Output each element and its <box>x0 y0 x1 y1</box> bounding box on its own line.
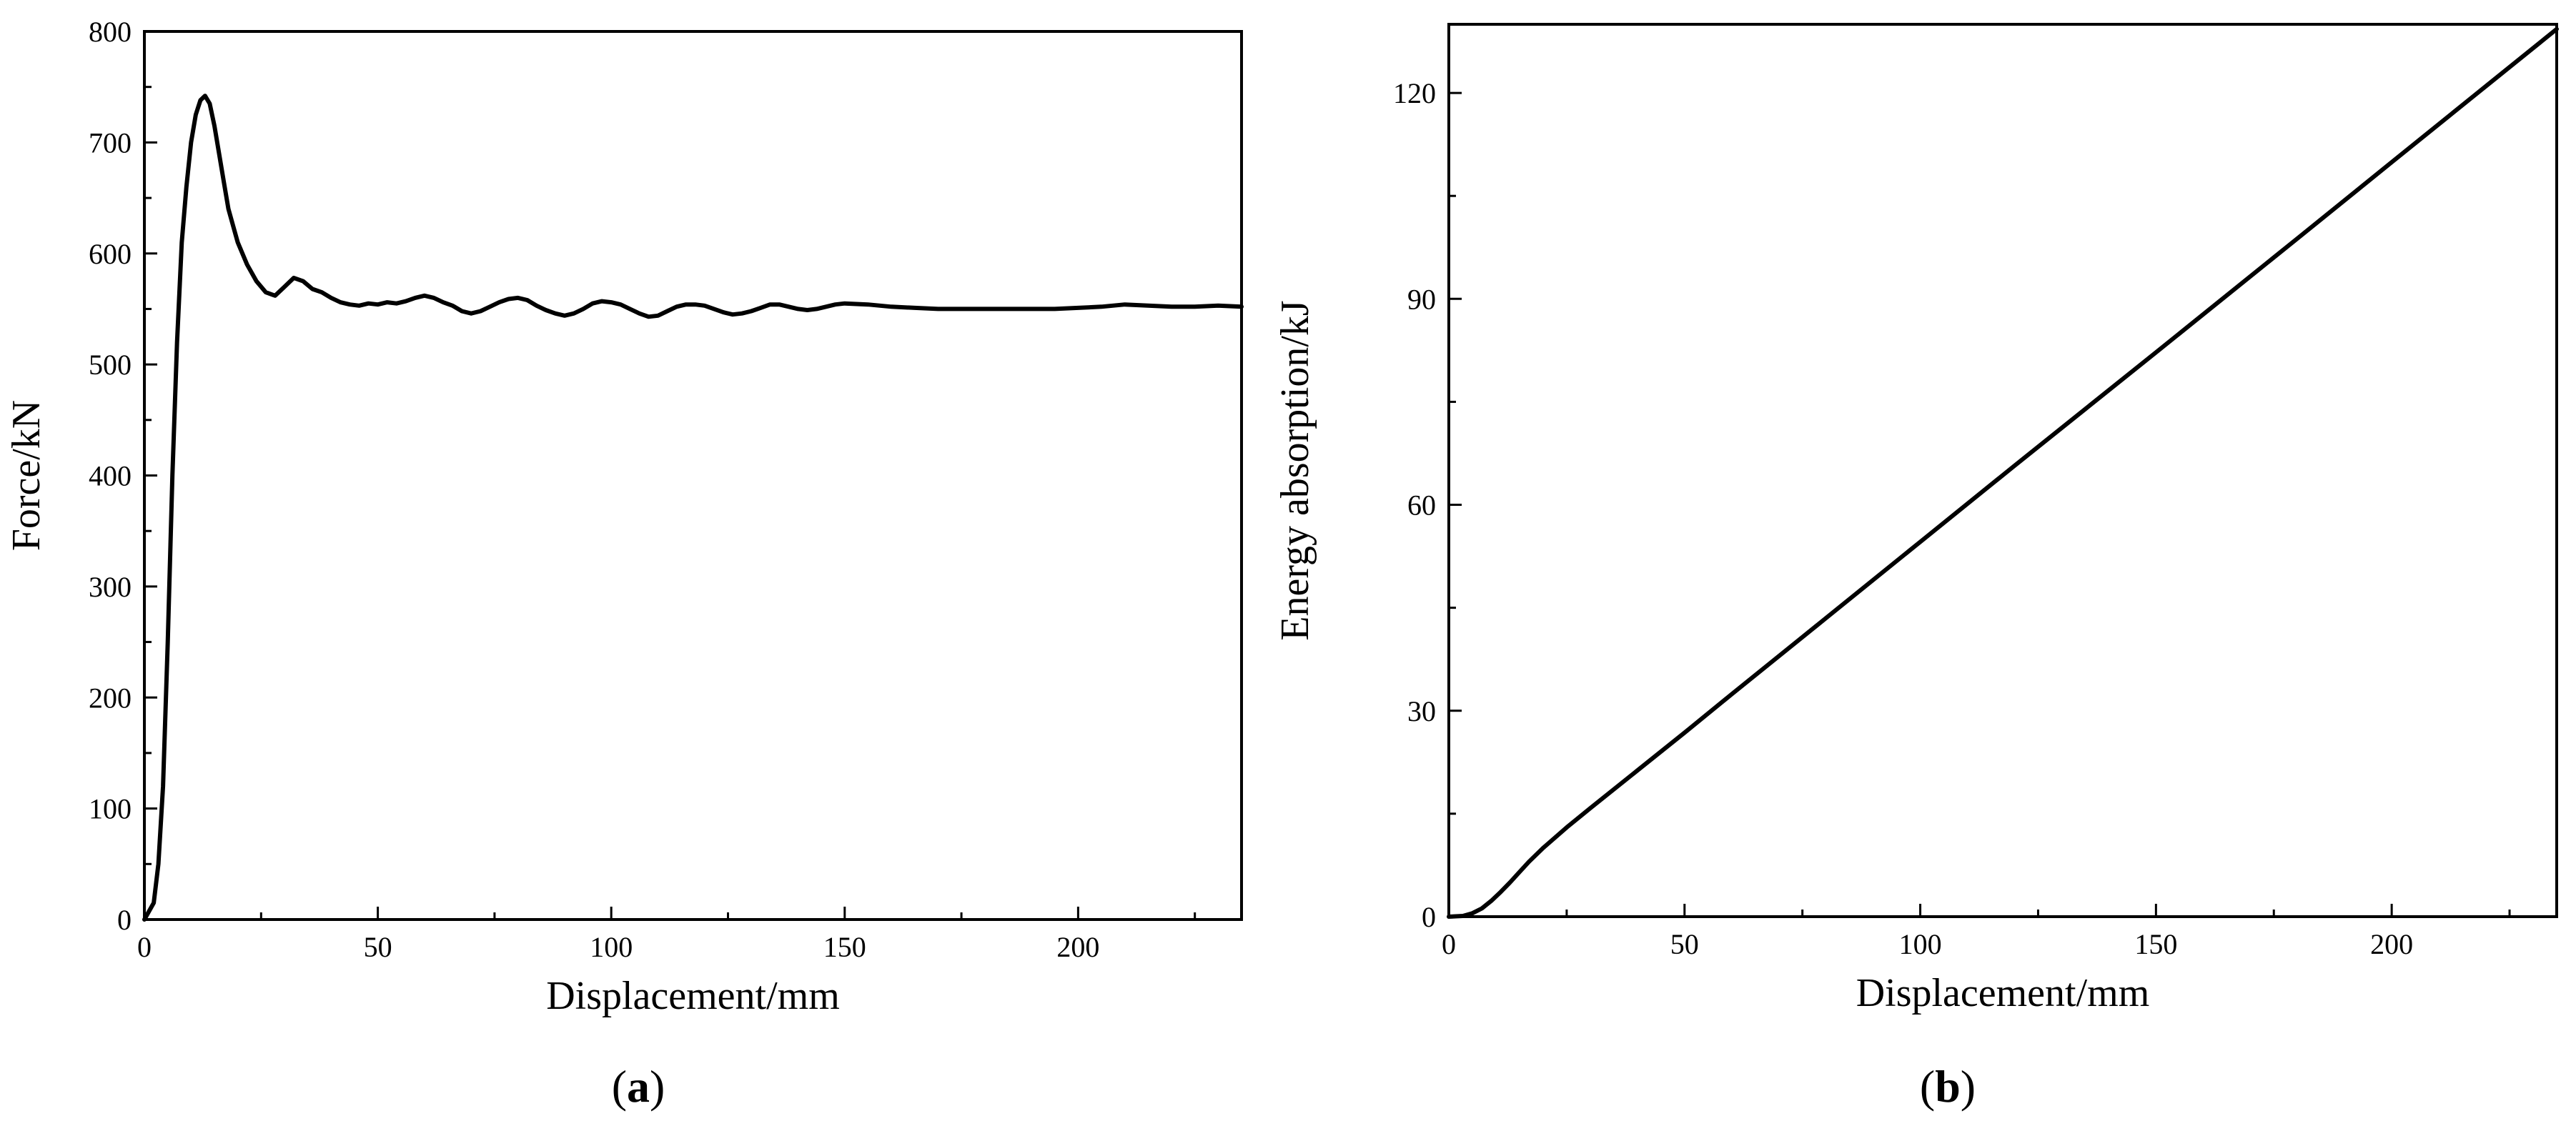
x-tick-label: 100 <box>590 931 633 963</box>
series-line <box>142 94 1244 922</box>
y-tick-label: 700 <box>89 126 132 159</box>
y-tick-label: 120 <box>1393 77 1436 109</box>
y-axis-title: Force/kN <box>4 400 49 552</box>
x-tick-label: 200 <box>1056 931 1099 963</box>
plot-frame <box>1447 23 2558 918</box>
x-tick-label: 100 <box>1899 928 1942 960</box>
y-tick-label: 100 <box>89 793 132 825</box>
y-tick-label: 500 <box>89 349 132 381</box>
x-tick-label: 0 <box>1442 928 1456 960</box>
y-tick-label: 300 <box>89 571 132 603</box>
panel-label: (a) <box>612 1061 665 1112</box>
plot-frame <box>143 30 1243 921</box>
y-tick-label: 400 <box>89 460 132 492</box>
x-tick-label: 50 <box>364 931 392 963</box>
x-tick-label: 0 <box>137 931 152 963</box>
x-axis-title: Displacement/mm <box>1856 971 2150 1015</box>
y-tick-label: 90 <box>1407 283 1436 315</box>
y-tick-label: 30 <box>1407 695 1436 727</box>
y-tick-label: 800 <box>89 16 132 48</box>
panel-label: (b) <box>1920 1061 1976 1112</box>
y-tick-label: 0 <box>117 904 132 936</box>
series-line <box>1447 26 2559 919</box>
y-tick-label: 0 <box>1422 901 1436 933</box>
y-tick-label: 600 <box>89 238 132 270</box>
x-axis-title: Displacement/mm <box>546 974 840 1018</box>
x-tick-label: 200 <box>2370 928 2413 960</box>
y-axis-title: Energy absorption/kJ <box>1273 300 1317 640</box>
y-tick-label: 60 <box>1407 489 1436 522</box>
x-tick-label: 150 <box>2134 928 2177 960</box>
y-tick-label: 200 <box>89 682 132 714</box>
x-tick-label: 150 <box>823 931 866 963</box>
panel-a-chart: 0 50 100 150 200 0 100 200 300 400 500 600 700 800 Dis… <box>4 16 1244 1112</box>
panel-b-chart: 0 50 100 150 200 0 30 60 90 120 Displacement/mm Ene… <box>1273 23 2559 1112</box>
x-tick-label: 50 <box>1670 928 1699 960</box>
